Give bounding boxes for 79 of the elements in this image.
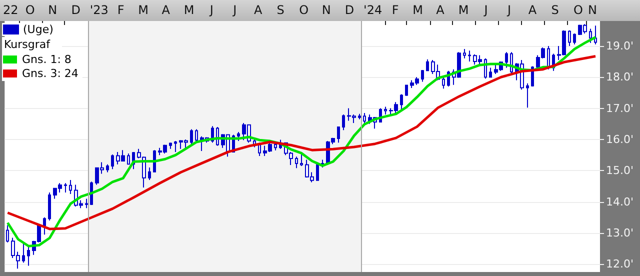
legend-label: Gns. 3: 24 bbox=[22, 67, 78, 80]
line-series bbox=[6, 54, 597, 230]
candlestick bbox=[300, 152, 303, 166]
candlestick bbox=[342, 114, 345, 131]
candlestick bbox=[148, 167, 151, 181]
candlestick bbox=[43, 216, 46, 236]
x-tick-label: M bbox=[458, 3, 469, 17]
candlestick bbox=[64, 182, 67, 193]
y-tick-label: 18.0' bbox=[606, 70, 634, 84]
x-tick-label: N bbox=[322, 3, 331, 17]
x-tick-label: S bbox=[551, 3, 559, 17]
candlestick bbox=[489, 67, 492, 78]
x-tick-label: '24 bbox=[364, 3, 382, 17]
candlestick bbox=[22, 243, 25, 264]
x-tick-label: A bbox=[254, 3, 263, 17]
x-tick-label: N bbox=[48, 3, 58, 17]
candlestick bbox=[421, 69, 424, 82]
candlestick bbox=[169, 142, 172, 150]
candlestick bbox=[568, 30, 571, 46]
x-tick-label: J bbox=[208, 3, 214, 17]
candlestick bbox=[190, 128, 193, 145]
candlestick bbox=[27, 246, 30, 266]
candlestick bbox=[426, 58, 429, 72]
candlestick bbox=[316, 163, 319, 182]
candlestick bbox=[405, 84, 408, 96]
y-tick-label: 16.0' bbox=[606, 132, 634, 146]
x-tick-label: D bbox=[71, 3, 80, 17]
x-tick-label: O bbox=[25, 3, 35, 17]
y-tick-label: 14.0' bbox=[606, 195, 634, 208]
x-tick-label: S bbox=[276, 3, 284, 17]
candlestick bbox=[69, 180, 72, 195]
candlestick bbox=[384, 106, 387, 116]
x-tick-label: J bbox=[232, 3, 237, 17]
candlestick bbox=[48, 192, 51, 222]
x-tick-label: M bbox=[412, 3, 423, 17]
candlestick bbox=[468, 50, 471, 62]
candlestick bbox=[237, 132, 240, 142]
x-tick-label: D bbox=[344, 3, 354, 17]
candlestick bbox=[526, 82, 529, 108]
candlestick bbox=[174, 140, 177, 152]
x-tick-label: A bbox=[162, 3, 171, 17]
line-series bbox=[6, 36, 597, 248]
x-tick-label: J bbox=[506, 3, 512, 17]
candlestick bbox=[505, 52, 508, 68]
candlestick bbox=[358, 113, 361, 120]
candlestick bbox=[274, 144, 277, 151]
candlestick bbox=[106, 164, 109, 173]
candlestick bbox=[400, 94, 403, 110]
x-tick-label: M bbox=[138, 3, 149, 17]
candlestick bbox=[337, 126, 340, 144]
x-tick-label: M bbox=[184, 3, 194, 17]
legend-title: Kursgraf bbox=[4, 38, 52, 51]
candlestick bbox=[594, 25, 597, 45]
candlestick bbox=[442, 76, 445, 90]
x-tick-label: F bbox=[392, 3, 399, 17]
candlestick bbox=[589, 28, 592, 44]
y-tick-label: 12.0' bbox=[606, 258, 634, 271]
candlestick bbox=[295, 156, 298, 169]
candlestick bbox=[195, 128, 198, 144]
y-tick-label: 19.0' bbox=[606, 39, 634, 52]
y-tick-label: 17.0' bbox=[606, 102, 634, 115]
x-tick-label: 22 bbox=[2, 3, 18, 17]
y-tick-label: 15.0' bbox=[606, 164, 634, 178]
candlestick bbox=[573, 32, 576, 45]
x-tick-label: N bbox=[588, 3, 597, 17]
x-tick-label: A bbox=[436, 3, 446, 17]
x-tick-label: '23 bbox=[90, 3, 108, 17]
legend-label: (Uge) bbox=[23, 23, 54, 36]
x-tick-label: A bbox=[528, 3, 538, 17]
candlestick bbox=[111, 154, 114, 170]
x-tick-label: J bbox=[483, 3, 488, 17]
x-tick-label: O bbox=[299, 3, 309, 17]
candlestick bbox=[363, 112, 366, 126]
x-tick-label: F bbox=[117, 3, 124, 17]
candlestick bbox=[127, 153, 130, 165]
legend-label: Gns. 1: 8 bbox=[22, 53, 72, 66]
x-tick-label: O bbox=[574, 3, 583, 17]
candlestick bbox=[463, 48, 466, 59]
y-tick-label: 13.0' bbox=[606, 226, 634, 240]
